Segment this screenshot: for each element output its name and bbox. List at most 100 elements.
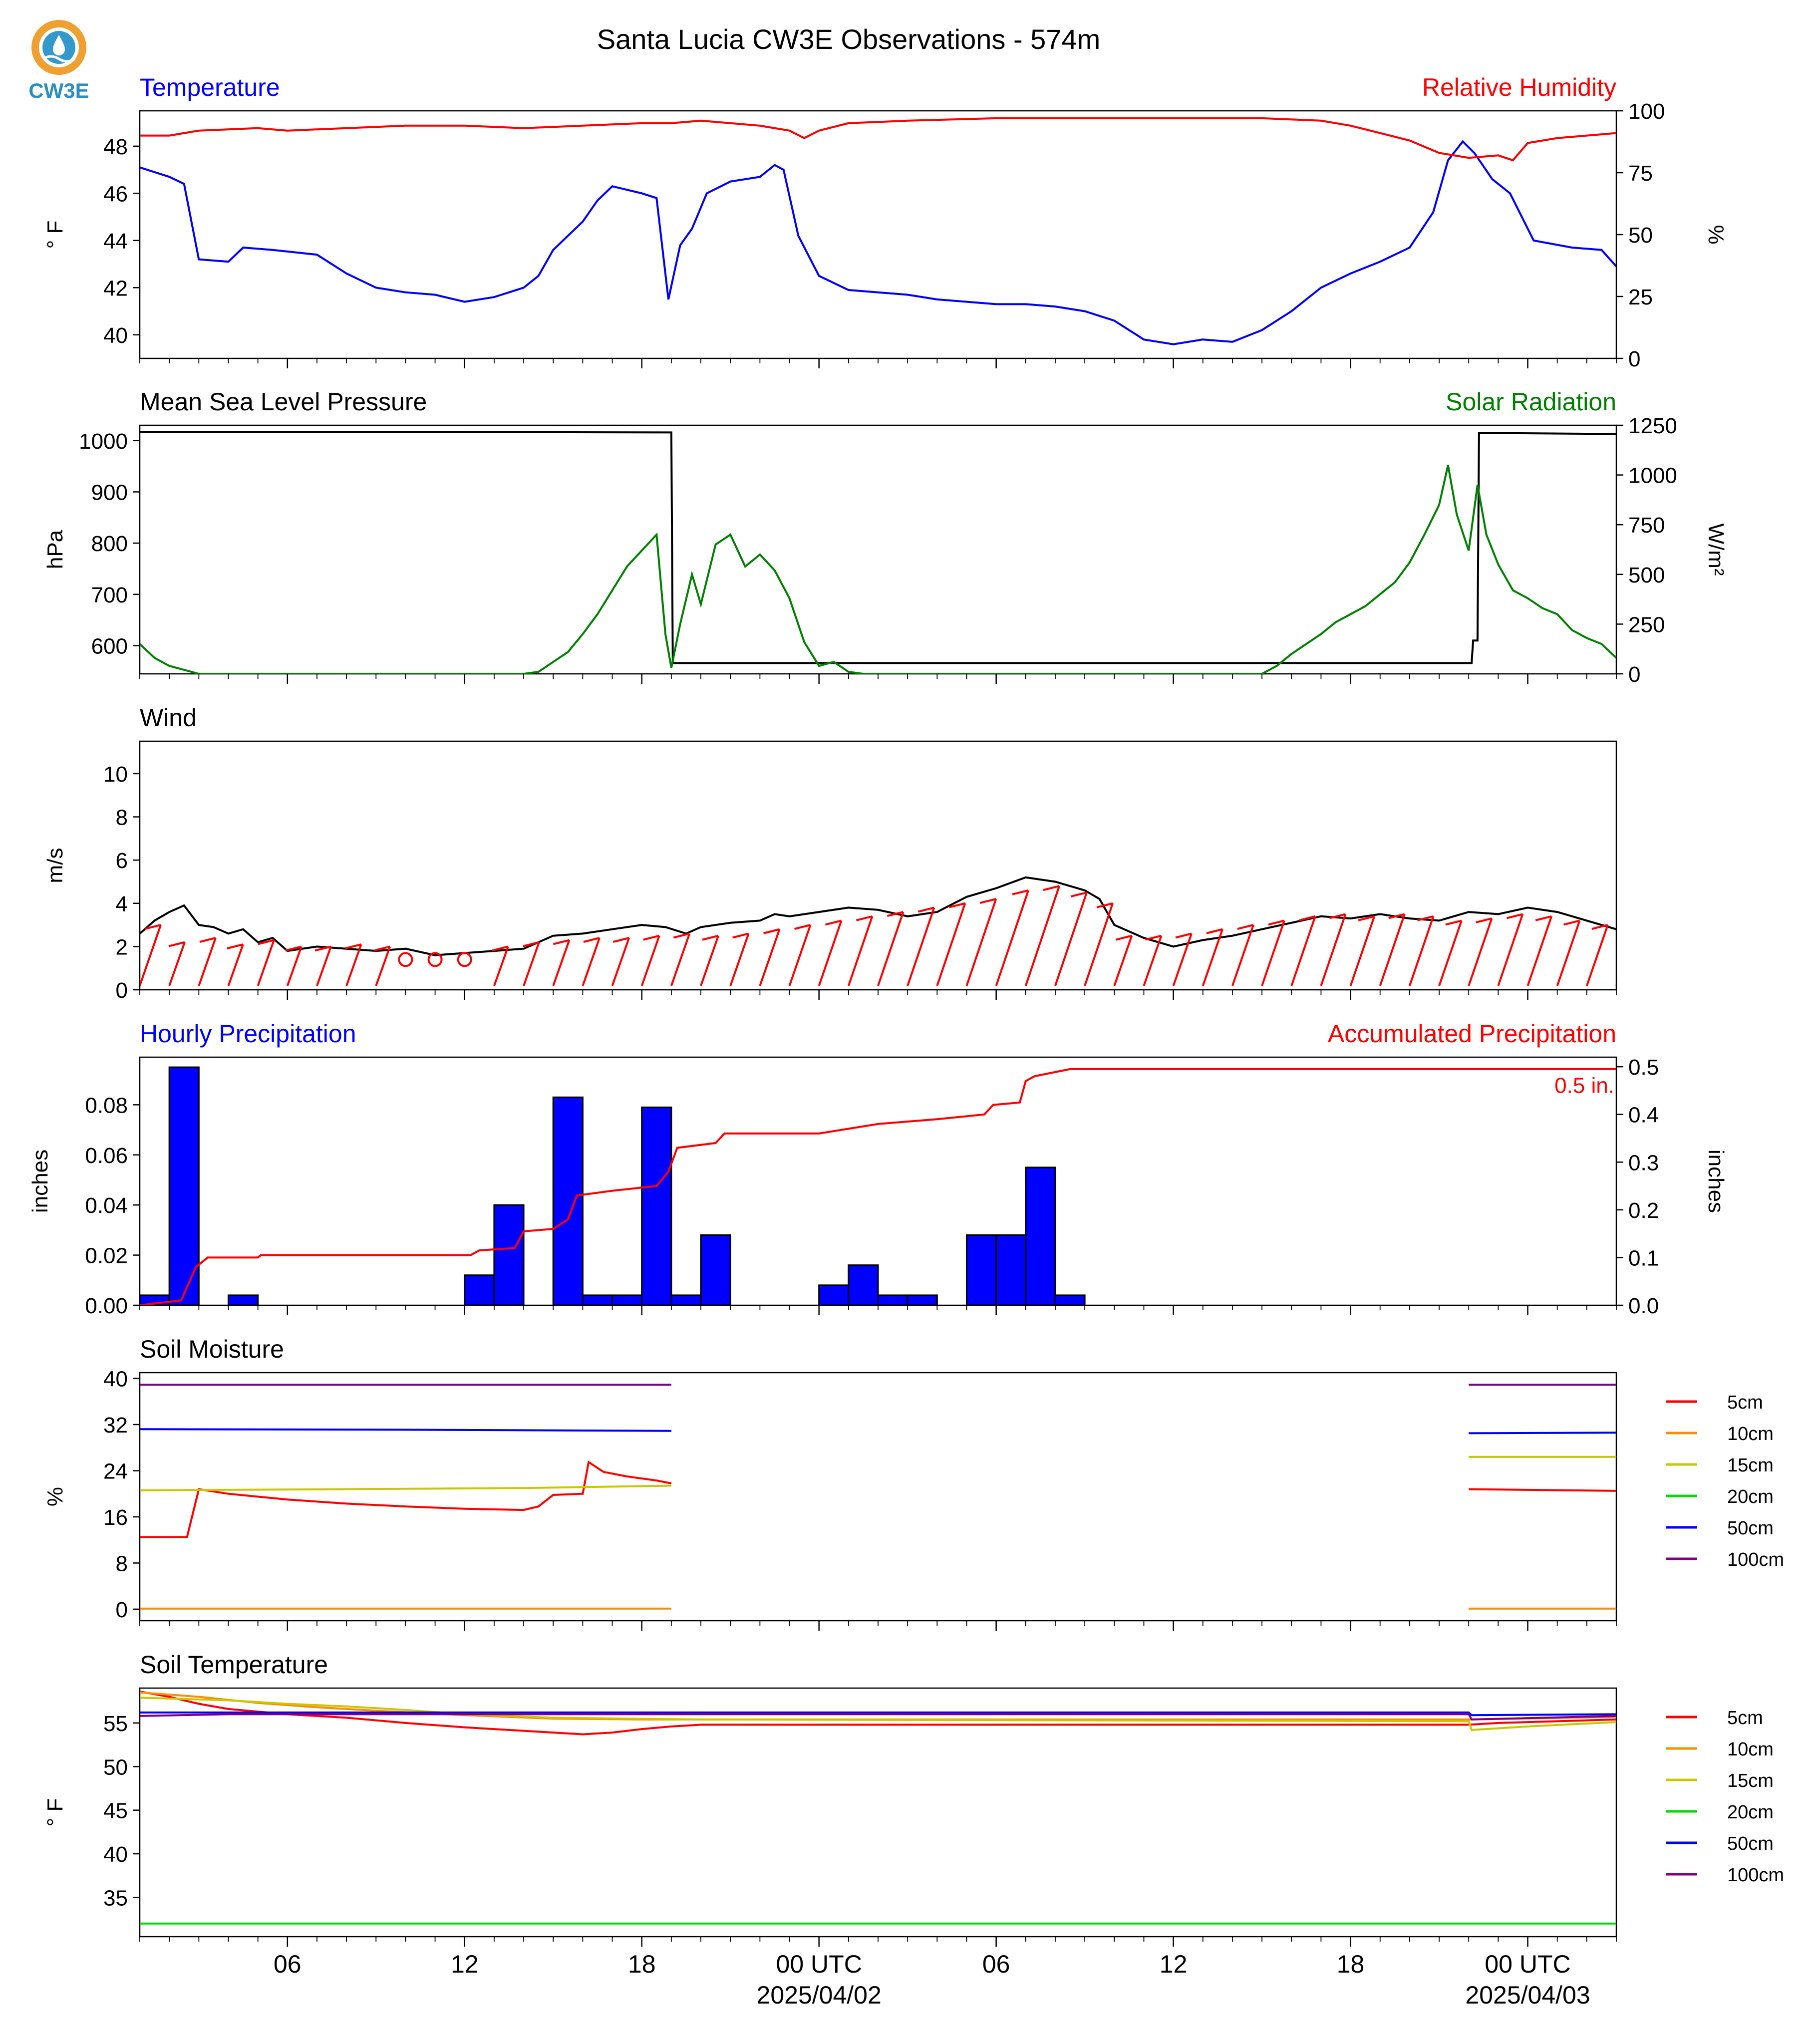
wind-barb-flag (1175, 932, 1192, 939)
calm-wind-marker (398, 952, 413, 967)
wind-barb (1349, 915, 1376, 986)
wind-panel: Wind 0 2 4 6 8 10 m/s (43, 704, 1617, 1003)
wind-barb-staff (345, 944, 362, 986)
wind-barb (227, 943, 244, 986)
x-tick-label: 00 UTC (776, 1950, 862, 1978)
series-line-15cm (140, 1697, 1616, 1731)
wind-barb-flag (1535, 915, 1552, 921)
hourly-precip-bar (995, 1234, 1027, 1305)
x-tick-label: 18 (1337, 1950, 1365, 1978)
wind-barb (670, 932, 691, 986)
wind-barb-staff (640, 935, 660, 986)
y-tick-label: 0 (116, 978, 128, 1003)
wind-barb-flag (1563, 919, 1580, 926)
hourly-precip-bar (611, 1294, 643, 1305)
wind-barb (285, 945, 303, 986)
y-tick-label-right: 1250 (1628, 414, 1677, 438)
logo-text: CW3E (28, 79, 89, 102)
hourly-precip-bar (1025, 1166, 1056, 1305)
wind-barb-flag (553, 939, 570, 945)
series-line (140, 465, 1616, 674)
wind-barb-staff (1113, 935, 1133, 986)
soil-moisture-panel: Soil Moisture 0 8 16 24 32 40% 5cm 10cm 15cm 20cm 5… (43, 1335, 1784, 1631)
y-tick-label: 900 (91, 480, 128, 505)
wind-barb-staff (375, 946, 391, 986)
wind-barb (818, 919, 843, 986)
accumulated-annotation: 0.5 in. (1554, 1074, 1614, 1098)
wind-barb-flag (948, 902, 965, 908)
panel-title-left: Soil Temperature (140, 1651, 328, 1679)
legend-label-50cm: 50cm (1727, 1518, 1774, 1539)
x-tick-label: 06 (982, 1950, 1010, 1978)
y-tick-label-right: 75 (1628, 161, 1653, 186)
legend-label-15cm: 15cm (1727, 1455, 1774, 1476)
y-tick-label: 10 (103, 762, 128, 787)
wind-barb-flag (227, 943, 244, 950)
plot-frame (139, 740, 1617, 991)
wind-barb (198, 937, 217, 986)
hourly-precip-bar (848, 1264, 879, 1305)
wind-barb-staff (1320, 913, 1347, 986)
wind-barb (640, 934, 660, 986)
wind-barb-flag (1070, 891, 1087, 898)
wind-barb-flag (643, 934, 660, 941)
wind-barb-staff (168, 942, 186, 986)
wind-barb (1231, 924, 1254, 986)
wind-barb (140, 924, 162, 986)
hourly-precip-bar (493, 1204, 525, 1305)
wind-barb (700, 934, 719, 986)
y-tick-label: 0.08 (85, 1093, 128, 1118)
panel-title-left: Hourly Precipitation (140, 1020, 356, 1048)
wind-barb-flag (1145, 934, 1162, 941)
legend-label-10cm: 10cm (1727, 1424, 1774, 1445)
wind-barb-flag (1299, 915, 1316, 921)
wind-barb (1379, 913, 1406, 986)
wind-barb-staff (257, 939, 275, 986)
date-label: 2025/04/03 (1465, 1981, 1590, 2009)
wind-barb (1143, 934, 1163, 986)
wind-barb-staff (286, 946, 303, 986)
panel-title-right: Relative Humidity (1422, 73, 1616, 101)
wind-barb-flag (1388, 913, 1405, 919)
wind-barb-flag (979, 898, 996, 904)
wind-barb-staff (877, 911, 905, 986)
wind-barb-flag (1043, 885, 1060, 891)
wind-barb-flag (1445, 919, 1462, 926)
wind-barb (1408, 915, 1435, 986)
wind-barb-staff (847, 916, 874, 986)
y-tick-label: 1000 (79, 429, 128, 454)
series-line (140, 117, 1616, 162)
series-line (140, 140, 1616, 345)
panel-title-left: Soil Moisture (140, 1335, 284, 1363)
legend-label-50cm: 50cm (1727, 1833, 1774, 1854)
y-tick-label-right: 0 (1628, 662, 1640, 687)
legend-label-10cm: 10cm (1727, 1739, 1774, 1760)
y-tick-label: 8 (116, 1551, 128, 1576)
precipitation-panel: Hourly Precipitation Accumulated Precipit… (28, 1020, 1728, 1318)
pressure-solar-panel: Mean Sea Level Pressure Solar Radiation 60… (43, 388, 1728, 687)
wind-barb-staff (1143, 935, 1163, 986)
wind-barb (1172, 932, 1193, 986)
wind-barb-staff (1084, 903, 1114, 986)
date-label: 2025/04/02 (757, 1981, 882, 2009)
y-axis-label-right: inches (1704, 1150, 1728, 1213)
wind-barb-flag (1115, 934, 1132, 941)
wind-barb-staff (1024, 885, 1060, 986)
wind-barb-staff (1349, 916, 1376, 986)
wind-barb-staff (907, 907, 935, 986)
wind-barb-flag (373, 945, 390, 952)
wind-barb-staff (198, 937, 217, 986)
series-line-50cm (140, 1428, 671, 1432)
y-tick-label: 35 (103, 1886, 128, 1910)
y-tick-label: 0.06 (85, 1144, 128, 1168)
wind-barb-staff (493, 946, 509, 986)
wind-barb-staff (1290, 916, 1316, 986)
wind-barb-staff (1408, 916, 1435, 986)
panel-title-left: Temperature (140, 73, 280, 101)
plot-frame (139, 424, 1617, 675)
wind-barb (1556, 919, 1581, 986)
calm-wind-marker (427, 952, 443, 967)
wind-barb-staff (611, 937, 630, 986)
wind-barb-staff (995, 890, 1029, 986)
y-tick-label-right: 0.4 (1628, 1103, 1659, 1128)
